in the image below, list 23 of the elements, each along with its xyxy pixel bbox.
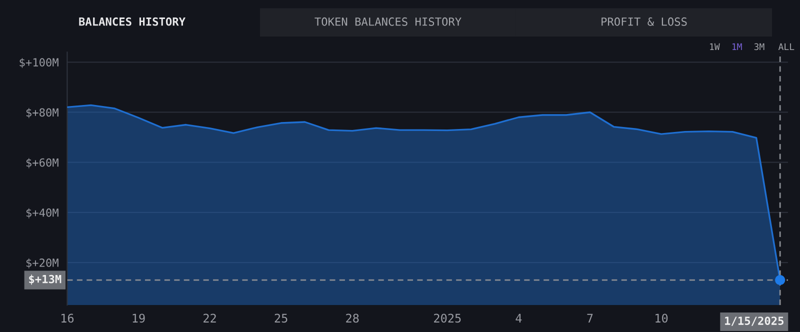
x-tick-label: 28 xyxy=(346,314,359,323)
text: 3M xyxy=(754,43,764,50)
y-tick-label: $+100M xyxy=(20,58,58,68)
text: 1M xyxy=(732,43,742,50)
ref-line-label: $+13M xyxy=(29,274,62,285)
text: TOKEN BALANCES HISTORY xyxy=(314,17,462,26)
text: 1W xyxy=(710,43,720,50)
x-tick-label: 19 xyxy=(132,314,145,323)
y-tick-label: $+40M xyxy=(26,208,58,218)
x-tick-label: 2025 xyxy=(434,314,461,323)
x-tick-label: 4 xyxy=(516,314,522,322)
x-tick-label: 7 xyxy=(587,314,593,322)
x-tick-label: 16 xyxy=(62,314,74,323)
y-tick-label: $+20M xyxy=(26,258,58,268)
x-tick-label: 25 xyxy=(274,314,288,323)
text: ALL xyxy=(778,43,794,50)
text: BALANCES HISTORY xyxy=(79,17,186,26)
x-tick-label: 10 xyxy=(656,314,668,323)
text: PROFIT & LOSS xyxy=(602,17,687,26)
x-tick-label: 22 xyxy=(204,314,216,322)
ref-line-label: 1/15/2025 xyxy=(725,316,784,326)
y-tick-label: $+60M xyxy=(26,158,58,168)
y-tick-label: $+80M xyxy=(26,108,58,118)
